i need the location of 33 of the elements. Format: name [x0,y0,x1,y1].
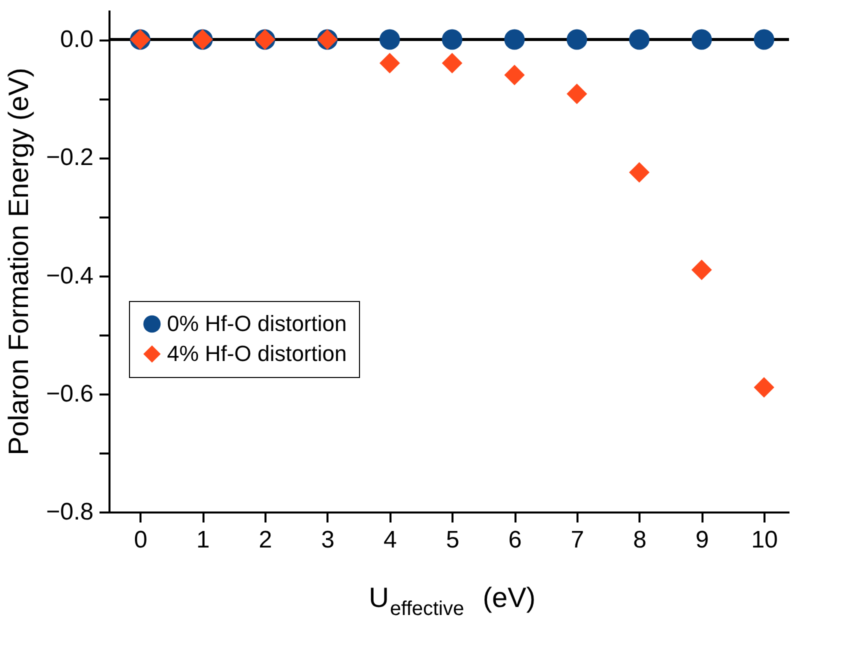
x-tick-label: 4 [384,526,397,554]
point [504,64,525,86]
point [566,29,588,50]
x-tick-label: 3 [321,526,335,554]
x-tick-label: 6 [508,526,522,554]
x-tick-label: 7 [570,526,584,554]
y-tick-label: 0.0 [60,26,94,54]
x-tick-label: 10 [751,526,778,554]
point [629,29,650,50]
x-tick-label: 1 [196,526,210,554]
point [442,29,462,50]
y-tick-label: −0.4 [46,262,94,290]
point [504,29,525,50]
point [442,52,462,74]
point [691,29,712,50]
y-axis-title: Polaron Formation Energy (eV) [3,68,34,456]
y-tick-label: −0.2 [46,144,94,172]
point [629,162,650,183]
x-tick-label: 0 [134,526,148,554]
x-tick-label: 9 [695,526,709,554]
point [691,260,712,280]
x-tick-label: 8 [633,526,646,554]
legend-label: 4% Hf-O distortion [167,341,347,366]
point [566,84,588,104]
x-tick-label: 2 [258,526,272,554]
point [379,52,400,74]
point [379,29,400,50]
y-tick-label: −0.8 [46,498,94,526]
point [754,29,774,50]
x-tick-label: 5 [446,526,460,554]
legend-label: 0% Hf-O distortion [167,311,347,336]
y-tick-label: −0.6 [46,380,94,408]
point [754,377,774,398]
